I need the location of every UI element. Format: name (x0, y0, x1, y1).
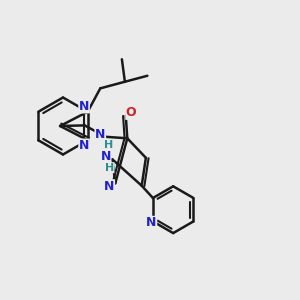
Text: O: O (126, 106, 136, 119)
Text: N: N (104, 180, 115, 193)
Text: N: N (100, 150, 111, 163)
Text: N: N (79, 100, 89, 113)
Text: N: N (146, 216, 157, 230)
Text: H: H (105, 163, 114, 173)
Text: H: H (104, 140, 113, 150)
Text: N: N (95, 128, 106, 141)
Text: N: N (79, 139, 89, 152)
